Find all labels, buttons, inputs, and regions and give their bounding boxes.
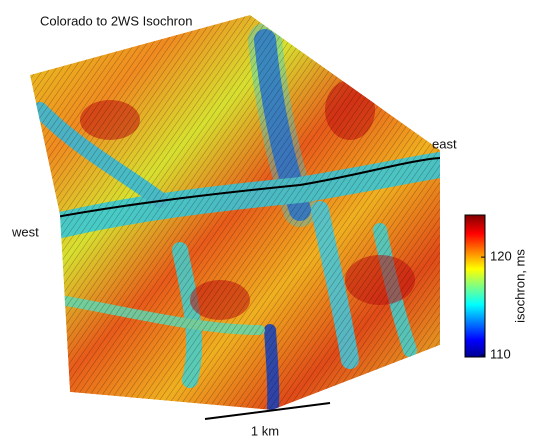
colorbar-tick-label: 110 — [490, 346, 511, 361]
surface — [30, 15, 440, 410]
colorbar-label: isochron, ms — [512, 249, 527, 323]
scale-bar-label: 1 km — [251, 423, 279, 438]
colorbar-tick-label: 120 — [490, 249, 512, 264]
chart-title: Colorado to 2WS Isochron — [40, 13, 192, 28]
colorbar-scale — [464, 214, 486, 358]
annotation: west — [11, 224, 39, 239]
scale-bar — [204, 402, 331, 420]
annotation: east — [432, 136, 457, 151]
